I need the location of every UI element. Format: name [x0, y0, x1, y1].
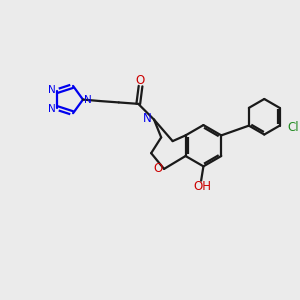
- Text: O: O: [135, 74, 145, 87]
- Text: Cl: Cl: [288, 121, 299, 134]
- Text: O: O: [153, 162, 162, 176]
- Text: N: N: [48, 85, 56, 95]
- Text: N: N: [143, 112, 152, 125]
- Text: N: N: [84, 94, 92, 105]
- Text: OH: OH: [194, 181, 211, 194]
- Text: N: N: [48, 104, 56, 114]
